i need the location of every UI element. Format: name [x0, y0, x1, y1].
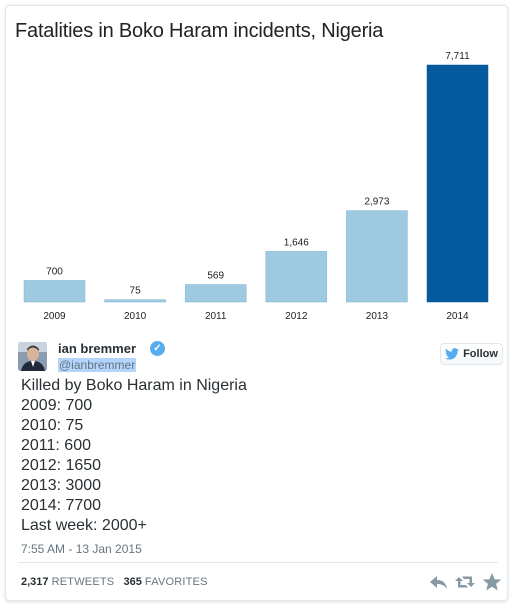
- tweet-card: 700 2009 75 2010 569 2011 1,646 2012 2,973 2013 7,…: [5, 5, 508, 601]
- user-handle[interactable]: @ianbremmer: [58, 358, 137, 372]
- x-tick-label: 2012: [285, 311, 308, 322]
- tweet-line: 2012: 1650: [21, 457, 102, 474]
- divider: [18, 562, 498, 563]
- favorite-count[interactable]: 365: [123, 576, 142, 588]
- chart-title: Fatalities in Boko Haram incidents, Nige…: [15, 20, 384, 42]
- x-tick-label: 2011: [205, 311, 227, 322]
- favorite-star-icon[interactable]: [482, 572, 502, 592]
- tweet-actions: [429, 572, 502, 592]
- bar-value-label: 7,711: [445, 51, 470, 62]
- tweet-line: 2009: 700: [21, 397, 93, 414]
- display-name[interactable]: ian bremmer: [58, 341, 137, 356]
- bar-2013: [346, 210, 408, 303]
- bar-value-label: 2,973: [364, 197, 389, 208]
- retweet-icon[interactable]: [455, 572, 475, 592]
- retweet-count[interactable]: 2,317: [21, 576, 49, 588]
- tweet-line: 2011: 600: [21, 437, 91, 454]
- tweet-line: Killed by Boko Haram in Nigeria: [21, 377, 247, 394]
- tweet-line: 2014: 7700: [21, 497, 102, 514]
- favorites-label[interactable]: FAVORITES: [144, 576, 208, 588]
- tweet-line: 2013: 3000: [21, 477, 102, 494]
- follow-button[interactable]: Follow: [440, 343, 503, 365]
- x-tick-label: 2014: [446, 311, 469, 322]
- chart-panel: 700 2009 75 2010 569 2011 1,646 2012 2,973 2013 7,…: [7, 7, 506, 329]
- bar-value-label: 569: [207, 271, 224, 282]
- bar-value-label: 75: [130, 286, 142, 297]
- x-tick-label: 2013: [366, 311, 389, 322]
- x-tick-label: 2010: [124, 311, 147, 322]
- tweet-line: 2010: 75: [21, 417, 84, 434]
- tweet-line: Last week: 2000+: [21, 517, 147, 534]
- bar-2014: [426, 64, 489, 303]
- reply-icon[interactable]: [429, 572, 449, 592]
- verified-badge-icon: ✓: [150, 341, 165, 356]
- tweet-text: Killed by Boko Haram in Nigeria 2009: 70…: [21, 376, 491, 536]
- twitter-bird-icon: [445, 348, 460, 360]
- tweet-timestamp[interactable]: 7:55 AM - 13 Jan 2015: [21, 542, 142, 556]
- bar-2012: [265, 251, 328, 303]
- retweets-label[interactable]: RETWEETS: [51, 576, 115, 588]
- avatar[interactable]: [18, 342, 47, 371]
- bar-2009: [23, 280, 86, 303]
- tweet-stats: 2,317 RETWEETS 365 FAVORITES: [21, 576, 208, 588]
- bar-value-label: 700: [46, 266, 63, 277]
- bar-2011: [184, 284, 247, 303]
- tweet-header: ian bremmer ✓ @ianbremmer Follow: [18, 338, 503, 374]
- bar-value-label: 1,646: [284, 237, 309, 248]
- avatar-image: [18, 342, 47, 371]
- follow-label: Follow: [463, 348, 498, 360]
- bar-chart: 700 2009 75 2010 569 2011 1,646 2012 2,973 2013 7,…: [23, 51, 489, 322]
- x-tick-label: 2009: [43, 311, 66, 322]
- bar-2010: [104, 299, 166, 303]
